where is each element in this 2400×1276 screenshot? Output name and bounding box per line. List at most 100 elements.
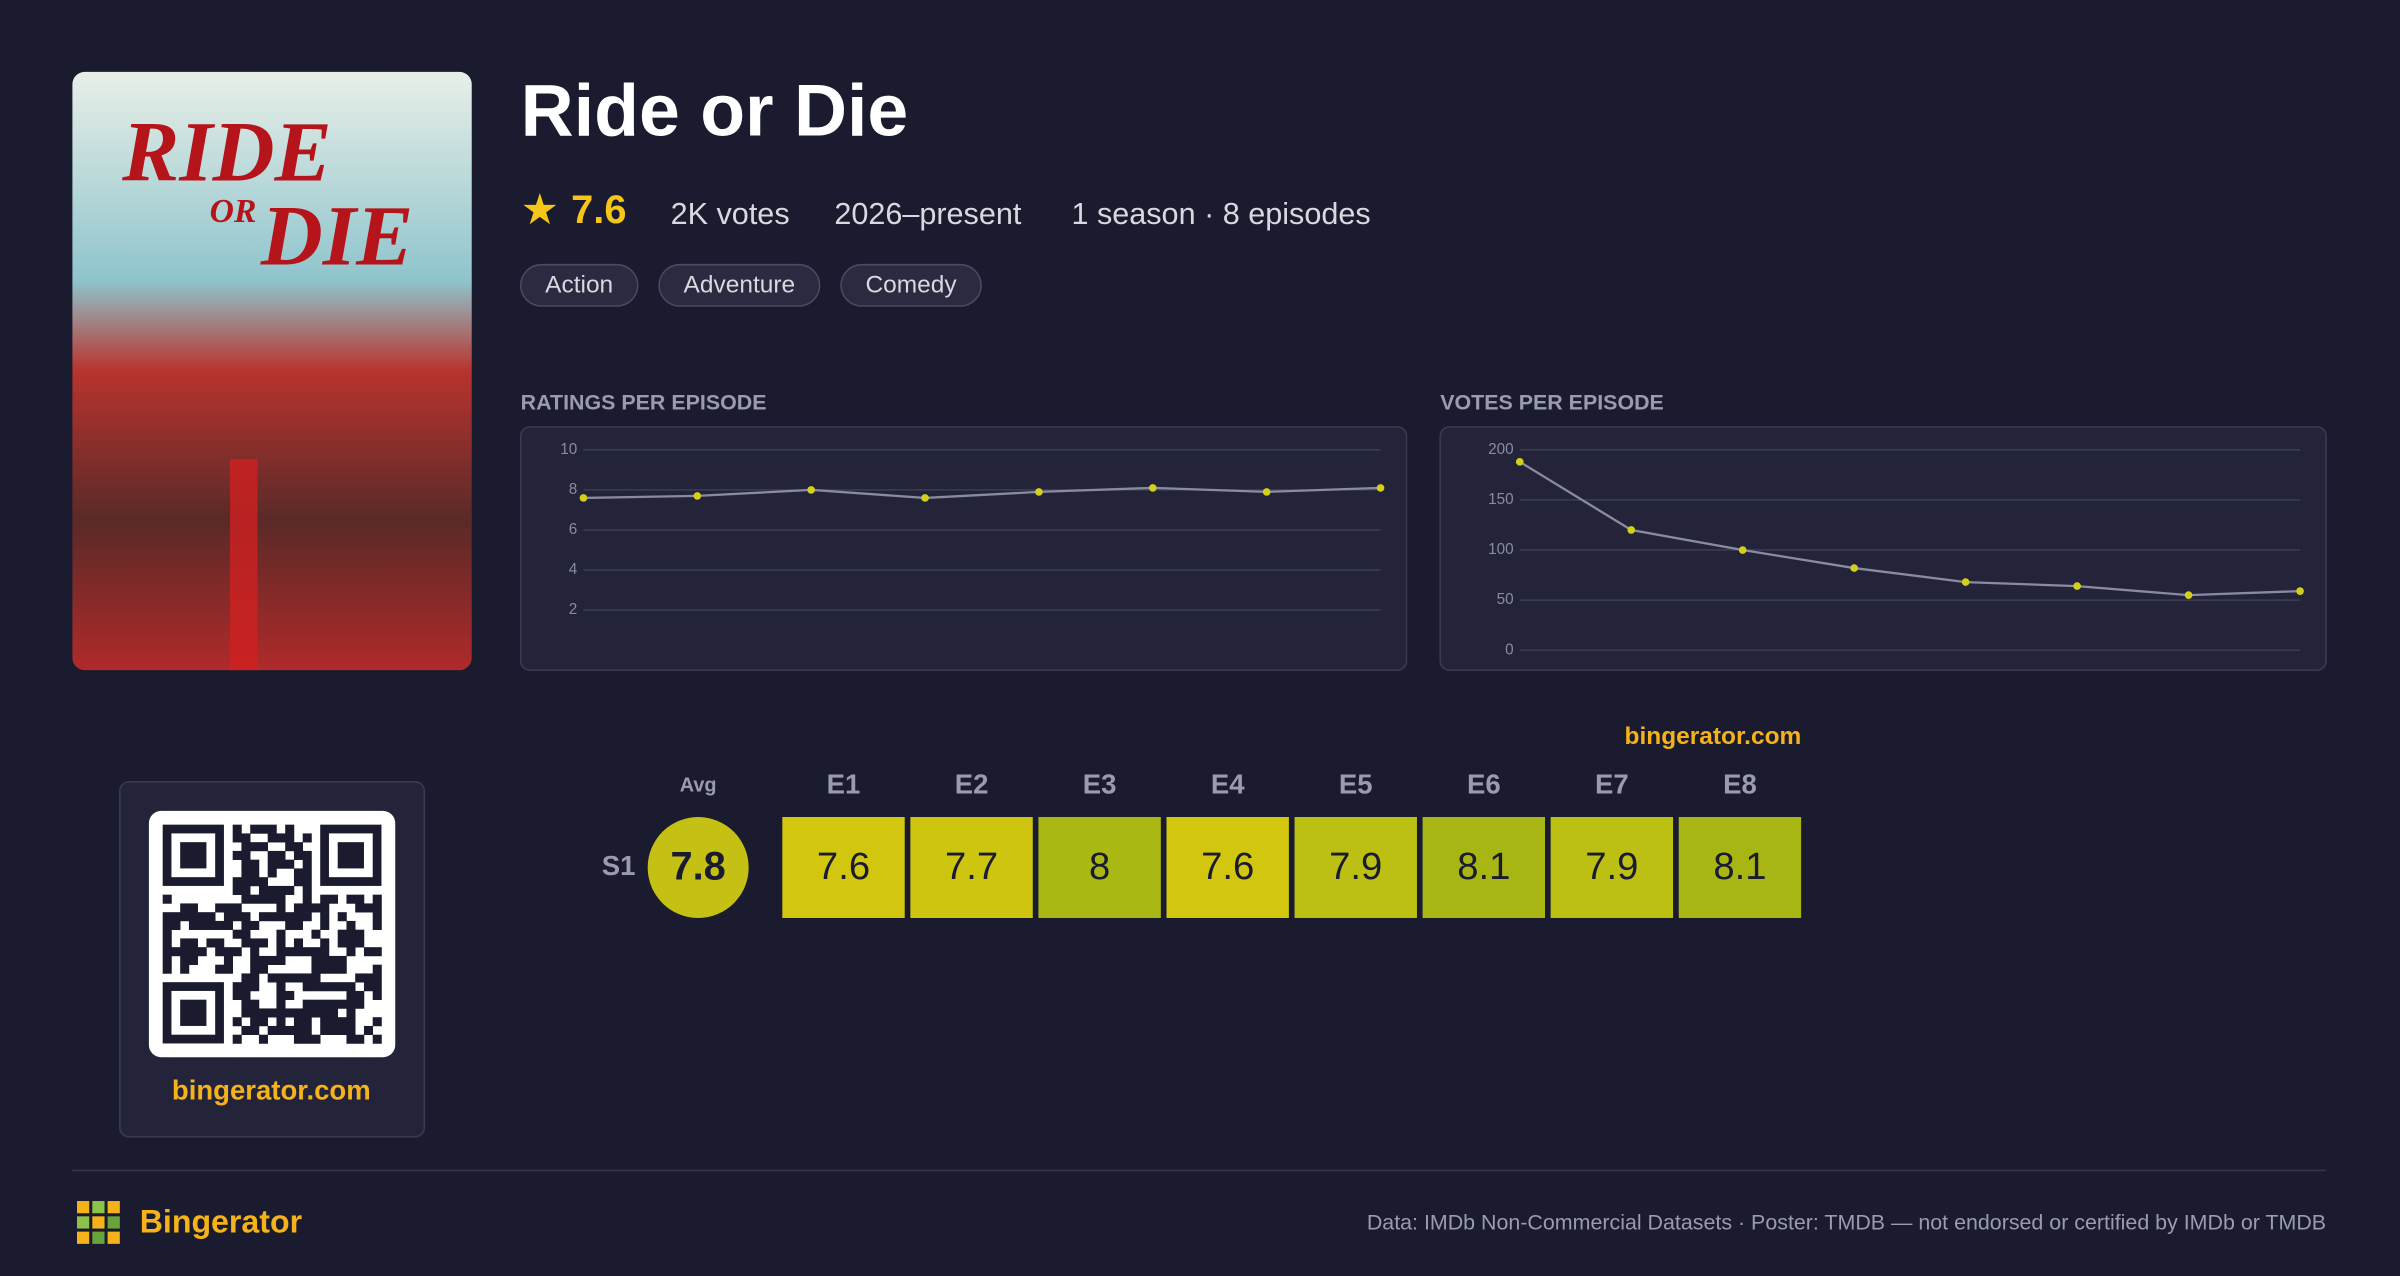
episode-rating: 7.6 — [817, 845, 870, 888]
qr-module — [293, 903, 304, 913]
qr-module — [258, 938, 268, 948]
episode-cell — [1550, 817, 1674, 918]
qr-module — [302, 850, 312, 860]
qr-module — [346, 929, 356, 939]
qr-module — [337, 955, 347, 965]
episode-rating: 7.9 — [1329, 845, 1382, 888]
qr-module — [180, 947, 190, 957]
episode-cell — [1038, 817, 1161, 918]
episode-rating: 8.1 — [1713, 845, 1766, 888]
qr-module — [250, 868, 260, 878]
qr-module — [372, 982, 382, 992]
column-header: E8 — [1723, 769, 1757, 800]
qr-module — [232, 885, 242, 895]
qr-module — [250, 1008, 260, 1018]
qr-module — [320, 947, 330, 957]
qr-module — [241, 929, 251, 939]
qr-module — [372, 894, 382, 904]
qr-module — [223, 964, 233, 974]
qr-module — [311, 947, 321, 957]
qr-module — [267, 868, 277, 878]
qr-module — [285, 973, 295, 983]
poster: RIDE OR DIE — [72, 71, 472, 671]
qr-module — [241, 999, 251, 1009]
qr-module — [241, 1008, 251, 1018]
poster-text: RIDE — [121, 104, 331, 199]
qr-module — [311, 982, 321, 992]
episode-cell — [1678, 817, 1802, 918]
qr-module — [232, 1017, 242, 1027]
qr-module — [355, 999, 365, 1009]
qr-module — [337, 982, 347, 992]
qr-module — [293, 1025, 304, 1035]
qr-module — [355, 973, 365, 983]
poster-text: OR — [210, 193, 257, 230]
qr-module — [346, 1025, 356, 1035]
qr-module — [258, 1017, 268, 1027]
qr-module — [267, 912, 277, 922]
qr-module — [320, 903, 330, 913]
qr-module — [206, 920, 216, 930]
qr-module — [241, 1025, 251, 1035]
episode-rating: 7.9 — [1585, 845, 1638, 888]
qr-module — [293, 1017, 304, 1027]
qr-module — [250, 982, 260, 992]
qr-module — [328, 999, 339, 1009]
chart-title: RATINGS PER EPISODE — [521, 391, 767, 415]
genre-label: Comedy — [865, 272, 957, 299]
column-header: E3 — [1083, 769, 1117, 800]
column-header: E1 — [827, 769, 861, 800]
point — [1376, 484, 1385, 492]
y-tick-label: 2 — [569, 601, 578, 618]
qr-module — [223, 947, 233, 957]
qr-module — [285, 859, 295, 869]
qr-module — [267, 1008, 277, 1018]
qr-module — [311, 973, 321, 983]
qr-module — [285, 824, 295, 834]
qr-module — [188, 947, 198, 957]
qr-module — [372, 1034, 382, 1044]
genres: Action Adventure Comedy — [519, 263, 982, 307]
qr-module — [241, 990, 251, 1000]
votes: 2K votes — [671, 197, 790, 231]
qr-module — [267, 1025, 277, 1035]
qr-module — [302, 1017, 312, 1027]
qr-module — [285, 885, 295, 895]
qr-module — [258, 894, 268, 904]
qr-module — [337, 1025, 347, 1035]
qr-module — [276, 973, 286, 983]
qr-module — [258, 1034, 268, 1044]
qr-module — [267, 850, 277, 860]
qr-module — [285, 947, 295, 957]
qr-module — [258, 964, 268, 974]
qr-module — [328, 964, 339, 974]
chart-panel — [519, 426, 1408, 671]
qr-module — [267, 894, 277, 904]
qr-module — [346, 990, 356, 1000]
qr-module — [346, 999, 356, 1009]
qr-module — [276, 990, 286, 1000]
episode-rating: 8.1 — [1457, 845, 1510, 888]
qr-module — [346, 1017, 356, 1027]
qr-module — [171, 947, 181, 957]
y-tick-label: 10 — [560, 441, 577, 458]
episode-rating: 8 — [1089, 845, 1110, 888]
qr-module — [197, 920, 207, 930]
qr-module — [258, 885, 268, 895]
qr-module — [320, 1008, 330, 1018]
qr-module — [302, 999, 312, 1009]
qr-module — [215, 938, 225, 948]
qr-module — [320, 912, 330, 922]
qr-module — [241, 833, 251, 843]
qr-module — [162, 964, 172, 974]
qr-module — [241, 920, 251, 930]
qr-module — [258, 877, 268, 887]
qr-module — [311, 964, 321, 974]
qr-module — [215, 964, 225, 974]
qr-finder — [180, 999, 207, 1026]
qr-module — [241, 973, 251, 983]
qr-module — [250, 824, 260, 834]
qr-module — [337, 912, 347, 922]
logo-cell — [92, 1231, 105, 1244]
qr-module — [232, 982, 242, 992]
